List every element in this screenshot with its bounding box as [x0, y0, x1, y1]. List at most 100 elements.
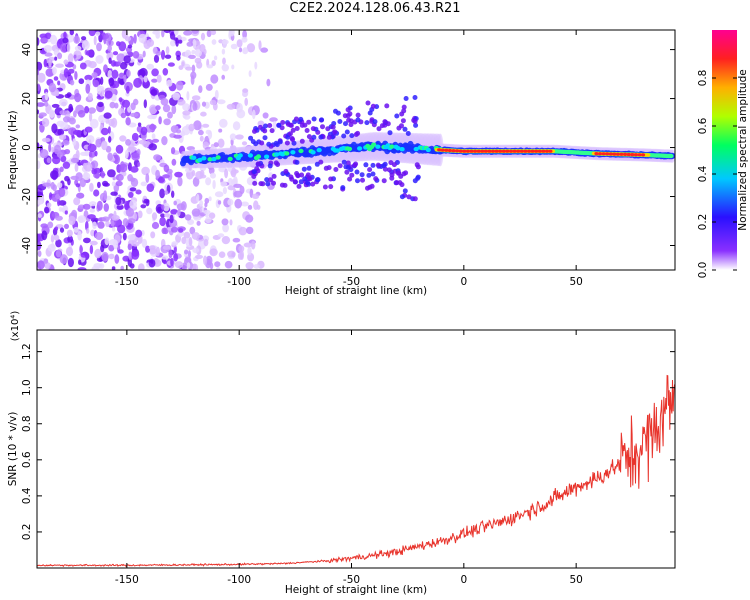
noise-blob	[49, 109, 55, 119]
noise-blob	[88, 107, 96, 114]
noise-blob	[67, 257, 74, 268]
noise-blob	[87, 143, 97, 152]
noise-blob	[113, 239, 119, 250]
noise-blob	[175, 37, 179, 47]
top-y-axis-label: Frequency (Hz)	[7, 110, 19, 189]
noise-blob	[79, 177, 86, 188]
band-lobe	[288, 174, 294, 180]
band-lobe	[412, 196, 418, 202]
noise-blob	[50, 170, 59, 180]
band-lobe	[401, 104, 407, 110]
noise-blob	[90, 118, 99, 129]
noise-blob	[236, 109, 246, 119]
band-lobe	[400, 118, 406, 124]
top-x-axis-label: Height of straight line (km)	[285, 285, 427, 297]
band-max	[548, 149, 553, 153]
noise-blob	[146, 183, 155, 192]
noise-blob	[196, 193, 200, 203]
noise-blob	[217, 138, 225, 148]
noise-blob	[89, 244, 94, 255]
noise-blob	[125, 139, 132, 146]
noise-blob	[217, 200, 222, 205]
noise-blob	[176, 54, 181, 61]
noise-blob	[37, 61, 43, 71]
noise-blob	[70, 157, 80, 163]
noise-blob	[97, 101, 104, 108]
noise-blob	[89, 208, 96, 213]
noise-blob	[161, 30, 165, 38]
noise-blob	[63, 59, 69, 65]
noise-blob	[229, 219, 233, 226]
noise-blob	[158, 116, 162, 125]
noise-blob	[111, 117, 118, 128]
noise-blob	[40, 37, 48, 44]
noise-blob	[125, 149, 129, 159]
noise-blob	[85, 135, 95, 144]
noise-blob	[246, 43, 256, 53]
band-lobe	[322, 184, 328, 190]
band-peak	[215, 155, 221, 160]
noise-blob	[236, 39, 243, 48]
noise-blob	[217, 99, 226, 105]
noise-blob	[191, 95, 201, 101]
noise-blob	[256, 204, 261, 210]
noise-blob	[166, 79, 173, 87]
noise-blob	[133, 33, 137, 44]
noise-blob	[167, 111, 173, 119]
band-peak	[357, 146, 363, 151]
noise-blob	[145, 173, 150, 184]
noise-blob	[188, 250, 191, 258]
noise-blob	[140, 126, 148, 136]
band-lobe	[304, 128, 310, 133]
noise-blob	[131, 241, 140, 247]
noise-blob	[42, 182, 51, 187]
band-lobe	[314, 161, 320, 167]
noise-blob	[173, 134, 182, 139]
noise-blob	[205, 177, 212, 186]
noise-blob	[203, 255, 208, 266]
band-max	[626, 152, 631, 157]
band-max	[537, 149, 542, 153]
bottom-y-tick-label: 1.2	[21, 343, 33, 360]
noise-blob	[199, 200, 204, 207]
noise-blob	[48, 82, 57, 93]
noise-blob	[109, 101, 116, 109]
noise-blob	[210, 30, 217, 36]
noise-blob	[44, 52, 53, 57]
band-lobe	[323, 165, 329, 171]
colorbar-tick-label: 0.4	[697, 165, 709, 182]
noise-blob	[258, 40, 262, 51]
noise-blob	[247, 204, 253, 210]
bottom-x-tick-label: -150	[115, 574, 139, 586]
noise-blob	[57, 182, 63, 189]
band-max	[473, 149, 478, 153]
noise-blob	[211, 39, 217, 45]
noise-blob	[127, 234, 136, 241]
band-max	[523, 149, 528, 153]
noise-blob	[110, 191, 118, 196]
noise-blob	[89, 112, 93, 122]
noise-blob	[129, 187, 137, 192]
bottom-x-tick-label: -100	[227, 574, 251, 586]
noise-blob	[53, 234, 60, 241]
noise-blob	[189, 226, 196, 235]
noise-blob	[103, 182, 110, 187]
noise-blob	[37, 142, 40, 151]
band-lobe	[267, 123, 273, 128]
noise-blob	[173, 252, 179, 262]
noise-blob	[218, 128, 223, 133]
noise-blob	[66, 43, 71, 53]
band-lobe	[389, 175, 395, 181]
band-peak	[284, 151, 290, 156]
noise-blob	[272, 120, 277, 131]
noise-blob	[171, 190, 175, 198]
noise-blob	[146, 207, 153, 215]
band-lobe	[262, 128, 268, 134]
noise-blob	[89, 240, 98, 246]
noise-blob	[37, 83, 41, 92]
noise-blob	[68, 215, 76, 226]
noise-blob	[164, 54, 172, 59]
noise-blob	[151, 78, 158, 83]
noise-blob	[94, 248, 102, 259]
snr-plot: -150 -100 -50 0 50 0.2 0.4 0.6 0.8 1.0 1.2 Height …	[7, 311, 676, 596]
